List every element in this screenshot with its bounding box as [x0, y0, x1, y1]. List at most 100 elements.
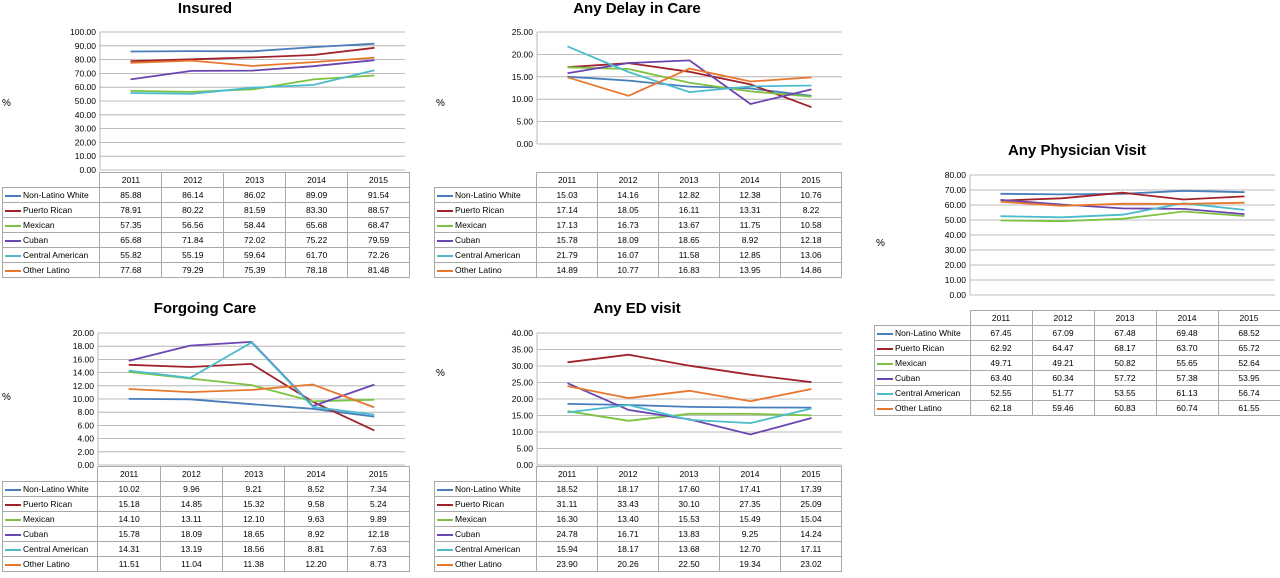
data-value-cell: 83.30 — [286, 203, 348, 218]
x-tick-label: 2013 — [223, 467, 285, 482]
data-value-cell: 12.70 — [720, 542, 781, 557]
data-value-cell: 77.68 — [100, 263, 162, 278]
data-value-cell: 60.74 — [1156, 401, 1218, 416]
legend-key — [877, 333, 893, 335]
data-value-cell: 19.34 — [720, 557, 781, 572]
x-tick-label: 2015 — [348, 173, 410, 188]
line-chart: 0.005.0010.0015.0020.0025.0030.0035.0040… — [432, 298, 844, 467]
series-name: Central American — [455, 250, 520, 260]
series-name: Mexican — [895, 358, 927, 368]
series-name: Non-Latino White — [23, 190, 89, 200]
data-value-cell: 75.22 — [286, 233, 348, 248]
legend-key — [5, 519, 21, 521]
data-value-cell: 55.82 — [100, 248, 162, 263]
data-value-cell: 12.18 — [780, 233, 841, 248]
data-value-cell: 53.55 — [1094, 386, 1156, 401]
y-tick-label: 18.00 — [73, 341, 95, 351]
data-value-cell: 81.59 — [224, 203, 286, 218]
data-value-cell: 7.63 — [347, 542, 409, 557]
data-value-cell: 14.31 — [98, 542, 160, 557]
x-tick-label: 2015 — [780, 467, 841, 482]
data-value-cell: 63.40 — [970, 371, 1032, 386]
y-tick-label: 20.00 — [512, 394, 534, 404]
y-tick-label: 40.00 — [945, 230, 967, 240]
legend-key — [5, 504, 21, 506]
data-value-cell: 17.41 — [720, 482, 781, 497]
data-value-cell: 23.02 — [780, 557, 841, 572]
data-value-cell: 67.09 — [1032, 326, 1094, 341]
legend-entry: Central American — [435, 248, 537, 263]
data-value-cell: 15.78 — [98, 527, 160, 542]
data-value-cell: 18.65 — [659, 233, 720, 248]
series-name: Puerto Rican — [455, 499, 504, 509]
y-tick-label: 80.00 — [945, 170, 967, 180]
y-tick-label: 4.00 — [77, 434, 94, 444]
y-tick-label: 60.00 — [75, 82, 97, 92]
data-value-cell: 65.72 — [1218, 341, 1280, 356]
data-value-cell: 8.92 — [285, 527, 347, 542]
data-value-cell: 86.14 — [162, 188, 224, 203]
legend-key — [437, 240, 453, 242]
data-value-cell: 91.54 — [348, 188, 410, 203]
legend-entry: Mexican — [435, 218, 537, 233]
legend-entry: Non-Latino White — [3, 188, 100, 203]
legend-key — [437, 195, 453, 197]
series-name: Puerto Rican — [455, 205, 504, 215]
data-value-cell: 10.76 — [780, 188, 841, 203]
data-value-cell: 30.10 — [659, 497, 720, 512]
data-value-cell: 12.38 — [720, 188, 781, 203]
data-value-cell: 65.68 — [286, 218, 348, 233]
data-value-cell: 81.48 — [348, 263, 410, 278]
data-value-cell: 21.79 — [537, 248, 598, 263]
data-value-cell: 13.68 — [659, 542, 720, 557]
x-tick-label: 2012 — [160, 467, 222, 482]
y-tick-label: 2.00 — [77, 447, 94, 457]
legend-entry: Non-Latino White — [435, 482, 537, 497]
y-tick-label: 10.00 — [73, 394, 95, 404]
data-value-cell: 12.18 — [347, 527, 409, 542]
x-tick-label: 2013 — [659, 173, 720, 188]
data-value-cell: 15.18 — [98, 497, 160, 512]
data-value-cell: 88.57 — [348, 203, 410, 218]
y-tick-label: 25.00 — [512, 27, 534, 37]
y-tick-label: 10.00 — [512, 427, 534, 437]
data-value-cell: 15.04 — [780, 512, 841, 527]
legend-entry: Mexican — [875, 356, 971, 371]
table-corner — [435, 173, 537, 188]
data-value-cell: 78.18 — [286, 263, 348, 278]
data-value-cell: 22.50 — [659, 557, 720, 572]
data-value-cell: 27.35 — [720, 497, 781, 512]
x-tick-label: 2011 — [537, 173, 598, 188]
data-value-cell: 13.83 — [659, 527, 720, 542]
data-value-cell: 78.91 — [100, 203, 162, 218]
x-tick-label: 2013 — [224, 173, 286, 188]
data-value-cell: 7.34 — [347, 482, 409, 497]
series-name: Central American — [23, 544, 88, 554]
legend-key — [437, 270, 453, 272]
series-name: Central American — [895, 388, 960, 398]
y-tick-label: 10.00 — [75, 151, 97, 161]
data-value-cell: 16.73 — [598, 218, 659, 233]
legend-entry: Other Latino — [435, 557, 537, 572]
series-line-puerto-rican — [568, 355, 812, 383]
legend-key — [437, 210, 453, 212]
data-value-cell: 23.90 — [537, 557, 598, 572]
series-line-non-latino-white — [131, 44, 375, 52]
y-tick-label: 30.00 — [945, 245, 967, 255]
data-value-cell: 64.47 — [1032, 341, 1094, 356]
data-value-cell: 16.11 — [659, 203, 720, 218]
data-value-cell: 62.92 — [970, 341, 1032, 356]
data-value-cell: 17.60 — [659, 482, 720, 497]
legend-key — [5, 564, 21, 566]
data-value-cell: 11.38 — [223, 557, 285, 572]
